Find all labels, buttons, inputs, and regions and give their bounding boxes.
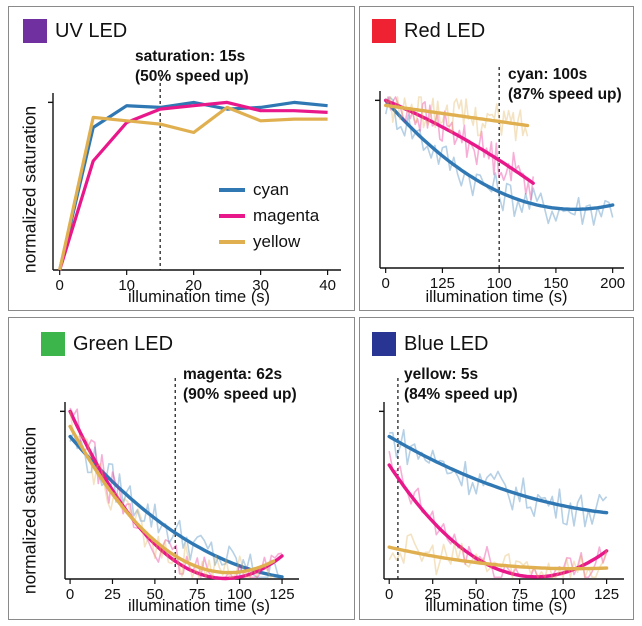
legend-label: cyan	[253, 180, 289, 199]
y-axis-label: normalized saturation	[19, 105, 40, 274]
panel-uv-led: 0 10 20 30 40 UV LED saturation: 15s (50% sp…	[8, 6, 355, 311]
legend-item-magenta: magenta	[219, 203, 319, 229]
annotation-line-2: (84% speed up)	[404, 386, 518, 403]
chart-green-led: 0 25 50 75 100 125	[60, 378, 299, 603]
series-magenta-fit	[384, 98, 535, 185]
legend-label: magenta	[253, 206, 320, 225]
series-yellow-fit	[387, 545, 609, 571]
series-magenta-raw	[388, 450, 608, 579]
x-tick-label: 125	[270, 586, 295, 603]
x-tick-label: 75	[189, 586, 206, 603]
legend-swatch-cyan	[219, 188, 245, 192]
x-axis-label: illumination time (s)	[425, 597, 568, 615]
panel-header: Green LED	[41, 332, 173, 356]
x-tick-label: 0	[66, 586, 74, 603]
x-tick-label: 200	[600, 275, 625, 292]
blue-led-swatch	[372, 332, 396, 356]
x-tick-label: 0	[385, 586, 393, 603]
x-tick-label: 10	[118, 277, 135, 294]
x-tick-label: 100	[551, 586, 576, 603]
annotation-line-2: (50% speed up)	[135, 68, 249, 85]
green-led-swatch	[41, 332, 65, 356]
x-tick-label: 25	[104, 586, 121, 603]
series-yellow-fit	[384, 103, 530, 128]
panel-header: Blue LED	[372, 332, 489, 356]
x-tick-label: 75	[511, 586, 528, 603]
x-axis-label: illumination time (s)	[425, 288, 568, 306]
series-cyan-fit	[384, 98, 615, 212]
legend-swatch-yellow	[219, 240, 245, 244]
x-tick-label: 100	[487, 275, 512, 292]
panel-title: Red LED	[404, 19, 486, 42]
panel-green-led: 0 25 50 75 100 125 Green LED magenta: 62s (90…	[8, 317, 355, 620]
x-tick-label: 25	[424, 586, 441, 603]
red-led-swatch	[372, 19, 396, 43]
panel-blue-led: 0 25 50 75 100 125 Blue LED yellow: 5s (84% s…	[359, 317, 634, 620]
series-yellow-fit	[68, 424, 276, 575]
series-magenta-fit	[68, 409, 284, 581]
series-magenta-raw	[384, 96, 534, 201]
annotation-line-2: (87% speed up)	[508, 86, 622, 103]
series-magenta	[58, 100, 328, 271]
series-yellow-raw	[384, 96, 529, 142]
series-cyan-fit	[387, 434, 609, 515]
legend-item-cyan: cyan	[219, 177, 319, 203]
x-tick-label: 0	[382, 275, 390, 292]
x-tick-label: 40	[319, 277, 336, 294]
y-axis-label: normalized saturation	[19, 426, 40, 595]
x-tick-label: 50	[147, 586, 164, 603]
chart-blue-led: 0 25 50 75 100 125	[379, 378, 624, 603]
annotation: magenta: 62s (90% speed up)	[183, 365, 297, 405]
legend-item-yellow: yellow	[219, 229, 319, 255]
series-cyan-raw	[384, 96, 614, 226]
x-axis-label: illumination time (s)	[127, 597, 271, 615]
annotation-line-1: cyan: 100s	[508, 66, 588, 83]
legend-label: yellow	[253, 232, 301, 251]
annotation: saturation: 15s (50% speed up)	[135, 47, 249, 87]
annotation-line-1: yellow: 5s	[404, 366, 479, 383]
x-tick-label: 0	[56, 277, 64, 294]
annotation-line-2: (90% speed up)	[183, 386, 297, 403]
chart-red-led: 0 125 100 150 200	[375, 67, 625, 292]
series-yellow	[58, 105, 328, 271]
uv-led-swatch	[23, 19, 47, 43]
x-tick-label: 100	[227, 586, 252, 603]
legend: cyan magenta yellow	[219, 177, 319, 255]
x-axis-label: illumination time (s)	[127, 288, 271, 306]
series-cyan-raw	[389, 429, 608, 528]
panel-title: Green LED	[73, 332, 174, 355]
x-tick-label: 125	[594, 586, 619, 603]
series-cyan-fit	[68, 434, 284, 579]
x-tick-label: 150	[543, 275, 568, 292]
series-cyan	[58, 100, 328, 271]
panel-title: UV LED	[55, 19, 128, 42]
x-tick-label: 50	[468, 586, 485, 603]
legend-swatch-magenta	[219, 214, 245, 218]
panel-header: Red LED	[372, 19, 485, 43]
x-tick-label: 30	[252, 277, 269, 294]
chart-uv-led: 0 10 20 30 40	[48, 77, 341, 294]
annotation: yellow: 5s (84% speed up)	[404, 365, 518, 405]
panel-title: Blue LED	[404, 332, 489, 355]
series-magenta-raw	[69, 407, 283, 579]
x-tick-label: 125	[430, 275, 455, 292]
panel-header: UV LED	[23, 19, 127, 43]
annotation: cyan: 100s (87% speed up)	[508, 65, 622, 105]
annotation-line-1: magenta: 62s	[183, 366, 283, 383]
series-magenta-fit	[387, 463, 609, 579]
annotation-line-1: saturation: 15s	[135, 48, 246, 65]
panel-red-led: 0 125 100 150 200 Red LED cyan: 100s (87% sp…	[359, 6, 634, 311]
x-tick-label: 20	[185, 277, 202, 294]
